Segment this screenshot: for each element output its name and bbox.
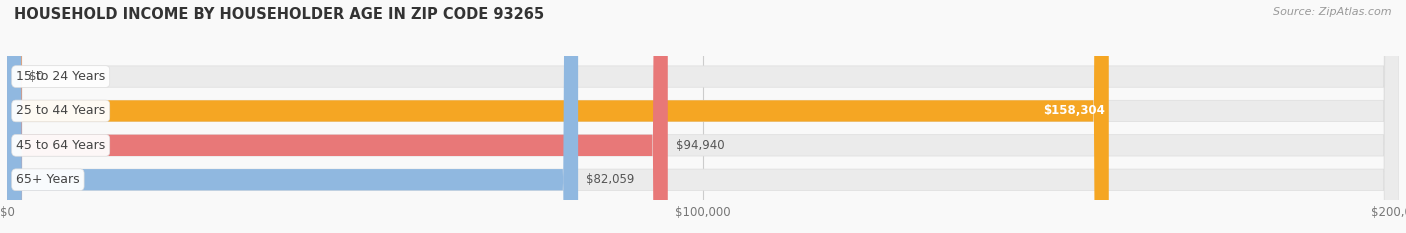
- Text: 65+ Years: 65+ Years: [15, 173, 80, 186]
- FancyBboxPatch shape: [7, 0, 668, 233]
- Text: HOUSEHOLD INCOME BY HOUSEHOLDER AGE IN ZIP CODE 93265: HOUSEHOLD INCOME BY HOUSEHOLDER AGE IN Z…: [14, 7, 544, 22]
- Text: $94,940: $94,940: [676, 139, 724, 152]
- FancyBboxPatch shape: [7, 0, 1399, 233]
- FancyBboxPatch shape: [7, 0, 1399, 233]
- FancyBboxPatch shape: [7, 0, 578, 233]
- Text: 45 to 64 Years: 45 to 64 Years: [15, 139, 105, 152]
- Text: $82,059: $82,059: [586, 173, 636, 186]
- FancyBboxPatch shape: [7, 0, 1399, 233]
- FancyBboxPatch shape: [7, 0, 1399, 233]
- FancyBboxPatch shape: [7, 0, 1109, 233]
- Text: 15 to 24 Years: 15 to 24 Years: [15, 70, 105, 83]
- Text: 25 to 44 Years: 25 to 44 Years: [15, 104, 105, 117]
- Text: $0: $0: [30, 70, 44, 83]
- Text: $158,304: $158,304: [1043, 104, 1105, 117]
- Text: Source: ZipAtlas.com: Source: ZipAtlas.com: [1274, 7, 1392, 17]
